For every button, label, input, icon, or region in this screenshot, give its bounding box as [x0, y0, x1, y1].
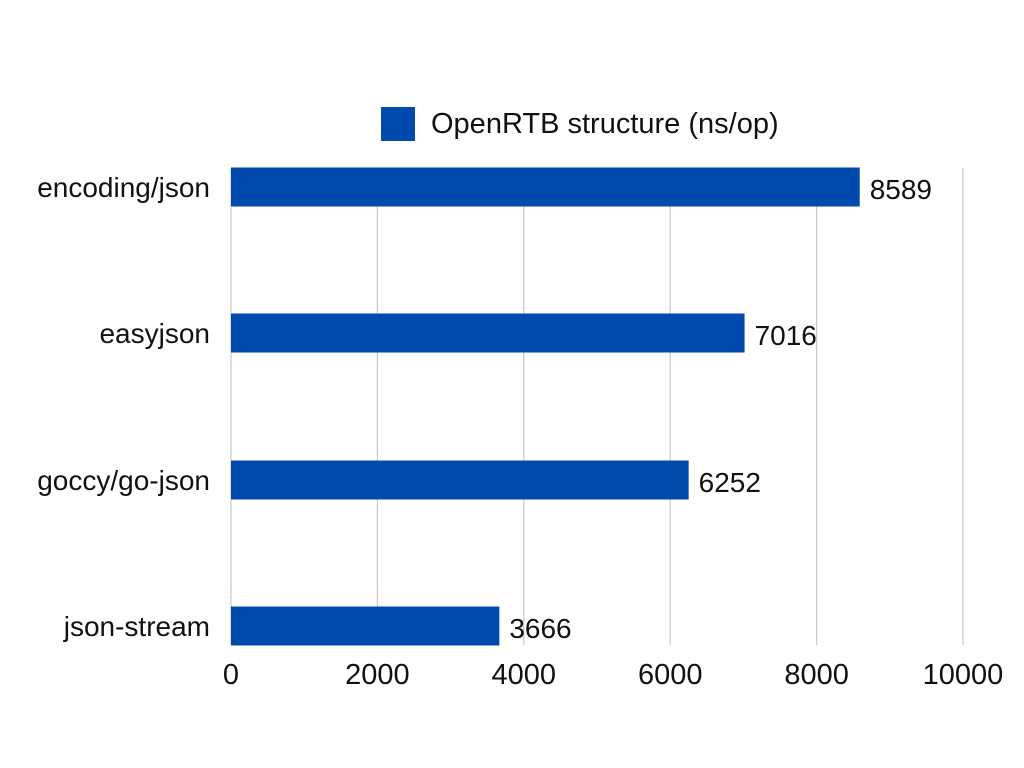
- bar-easyjson: [231, 313, 745, 353]
- x-tick-label: 10000: [923, 659, 1004, 691]
- y-category-label: json-stream: [63, 611, 210, 642]
- x-tick-label: 8000: [784, 659, 849, 691]
- bar-json-stream: [231, 606, 500, 646]
- legend: OpenRTB structure (ns/op): [381, 104, 779, 144]
- x-tick-label: 0: [223, 659, 239, 691]
- data-label: 8589: [870, 174, 932, 205]
- x-tick-label: 4000: [492, 659, 557, 691]
- data-label: 7016: [755, 320, 817, 351]
- y-category-label: goccy/go-json: [37, 465, 210, 496]
- bar-goccy-go-json: [231, 460, 689, 500]
- y-category-label: easyjson: [99, 318, 210, 349]
- legend-label: OpenRTB structure (ns/op): [431, 108, 779, 140]
- y-category-label: encoding/json: [37, 172, 210, 203]
- x-tick-label: 6000: [638, 659, 703, 691]
- x-tick-label: 2000: [345, 659, 410, 691]
- data-label: 3666: [509, 613, 571, 644]
- bar-encoding-json: [231, 167, 860, 207]
- data-label: 6252: [699, 467, 761, 498]
- legend-swatch: [381, 107, 415, 141]
